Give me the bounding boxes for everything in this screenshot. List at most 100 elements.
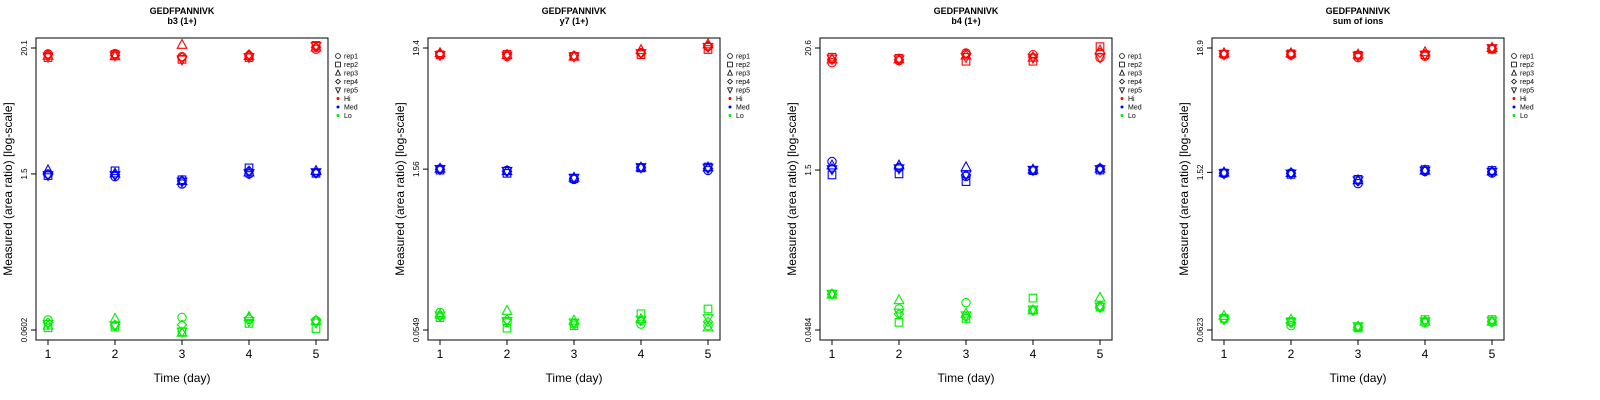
point-hi-rep5 — [176, 55, 188, 67]
plot-frame — [1211, 37, 1505, 341]
x-tick-label: 5 — [313, 347, 320, 361]
point-lo-rep5 — [702, 314, 714, 325]
x-tick-label: 5 — [705, 347, 712, 361]
x-tick-label: 4 — [246, 347, 253, 361]
point-hi-rep5 — [109, 51, 121, 62]
point-med-rep4 — [176, 175, 188, 187]
legend-marker — [1511, 53, 1517, 59]
point-lo-rep5 — [176, 327, 188, 339]
point-lo-rep5 — [1419, 317, 1431, 328]
y-tick-label: 0.0549 — [412, 317, 421, 342]
point-hi-rep5 — [1285, 50, 1297, 62]
point-med-rep5 — [1285, 169, 1297, 181]
point-hi-rep5 — [1419, 50, 1431, 62]
point-hi-rep5 — [960, 53, 972, 64]
point-hi-rep2 — [1095, 42, 1105, 52]
legend-marker — [1120, 114, 1124, 117]
point-lo-rep1 — [636, 319, 646, 329]
x-tick-label: 2 — [112, 347, 119, 361]
point-med-rep5 — [1486, 167, 1498, 179]
legend-label: rep1 — [1128, 54, 1142, 61]
legend-label: Lo — [736, 113, 744, 120]
legend-label: Med — [736, 105, 750, 112]
point-hi-rep5 — [893, 55, 905, 66]
legend-label: rep2 — [736, 62, 750, 69]
legend-marker — [1120, 97, 1124, 100]
plot-frame — [35, 37, 329, 341]
point-lo-rep4 — [702, 316, 714, 328]
x-axis-label: Time (day) — [1330, 371, 1387, 385]
point-lo-rep2 — [703, 304, 713, 314]
chart-title: GEDFPANNIVK — [150, 6, 215, 16]
y-tick-label: 19.4 — [412, 40, 421, 56]
point-lo-rep5 — [635, 315, 647, 327]
point-hi-rep5 — [42, 52, 54, 64]
point-lo-rep2 — [636, 309, 646, 319]
point-hi-rep4 — [243, 49, 255, 60]
point-med-rep5 — [1218, 169, 1230, 180]
point-med-rep3 — [310, 164, 322, 175]
x-tick-label: 1 — [1221, 347, 1228, 361]
legend-marker — [336, 97, 340, 100]
legend-label: rep4 — [1520, 79, 1534, 86]
x-tick-label: 4 — [1422, 347, 1429, 361]
point-med-rep5 — [109, 171, 121, 182]
point-lo-rep5 — [1094, 302, 1106, 313]
point-med-rep3 — [42, 163, 54, 175]
point-med-rep2 — [827, 170, 837, 180]
plot-frame — [819, 37, 1113, 341]
legend-label: rep1 — [344, 54, 358, 61]
point-hi-rep4 — [1027, 51, 1039, 63]
point-lo-rep3 — [310, 314, 322, 325]
legend-label: Med — [1520, 105, 1534, 112]
legend-marker — [1118, 69, 1126, 76]
y-tick-label: 0.0623 — [1196, 317, 1205, 342]
legend-label: rep1 — [736, 54, 750, 61]
legend-label: rep4 — [736, 79, 750, 86]
legend-label: rep5 — [1520, 88, 1534, 95]
x-tick-label: 2 — [504, 347, 511, 361]
legend-marker — [1119, 53, 1125, 59]
chart-subtitle: b3 (1+) — [167, 16, 196, 26]
legend-marker — [1118, 87, 1126, 94]
legend-label: rep4 — [1128, 79, 1142, 86]
legend-marker — [1510, 69, 1518, 76]
legend-label: rep4 — [344, 79, 358, 86]
legend-label: rep3 — [344, 71, 358, 78]
point-hi-rep5 — [243, 53, 255, 64]
legend-label: Med — [344, 105, 358, 112]
point-med-rep3 — [635, 160, 647, 172]
point-lo-rep5 — [1352, 322, 1364, 333]
point-hi-rep5 — [1094, 53, 1106, 64]
point-lo-rep5 — [1027, 305, 1039, 316]
point-lo-rep5 — [826, 289, 838, 301]
point-lo-rep1 — [177, 312, 187, 323]
legend-marker — [335, 61, 341, 68]
point-lo-rep4 — [1419, 315, 1431, 327]
point-hi-rep5 — [434, 51, 446, 62]
legend-marker — [726, 87, 734, 94]
legend-label: rep2 — [1520, 62, 1534, 69]
point-med-rep5 — [501, 166, 513, 178]
point-hi-rep5 — [1218, 50, 1230, 61]
legend-marker — [727, 53, 733, 59]
point-lo-rep5 — [1486, 316, 1498, 328]
point-lo-rep1 — [961, 297, 971, 308]
point-med-rep5 — [635, 163, 647, 174]
point-lo-rep4 — [501, 314, 513, 326]
point-lo-rep5 — [434, 311, 446, 322]
point-hi-rep4 — [501, 48, 513, 60]
point-hi-rep4 — [568, 50, 580, 61]
legend-marker — [1510, 87, 1518, 94]
legend-marker — [1119, 61, 1125, 68]
legend-marker — [727, 78, 733, 85]
point-med-rep3 — [1027, 163, 1039, 174]
point-lo-rep3 — [893, 293, 905, 305]
x-tick-label: 3 — [1355, 347, 1362, 361]
y-tick-label: 20.6 — [804, 40, 813, 56]
point-lo-rep3 — [568, 314, 580, 325]
point-lo-rep5 — [960, 311, 972, 322]
y-tick-label: 18.9 — [1196, 40, 1205, 56]
x-axis-label: Time (day) — [154, 371, 211, 385]
